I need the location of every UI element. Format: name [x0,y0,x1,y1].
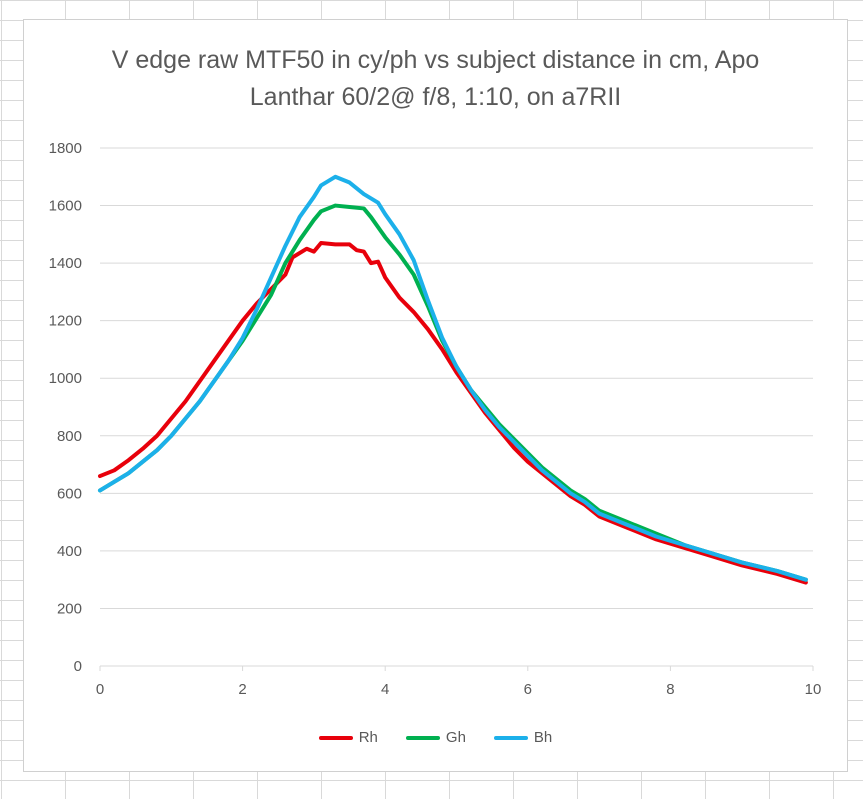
y-tick-label: 1400 [49,255,82,272]
legend-item-bh[interactable]: Bh [493,729,553,746]
series-line-rh[interactable] [98,240,808,585]
y-tick-label: 0 [74,658,82,675]
y-tick-label: 200 [57,600,82,617]
y-tick-label: 1200 [49,313,82,330]
legend-item-gh[interactable]: Gh [405,729,466,746]
y-tick-label: 400 [57,543,82,560]
axes: 0 200 400 600 800 1000 1200 1400 1600 1800 0 2 4 6 8 10 [49,140,822,698]
y-tick-label: 800 [57,428,82,445]
chart-area[interactable]: V edge raw MTF50 in cy/ph vs subject dis… [23,19,848,772]
legend-label: Gh [445,729,466,746]
gridlines [100,147,813,667]
y-tick-label: 1600 [49,198,82,215]
legend-label: Bh [533,729,553,746]
legend-swatch [318,735,353,740]
series-lines [98,174,808,585]
legend-item-rh[interactable]: Rh [318,729,378,746]
x-tick-label: 10 [805,681,822,698]
chart-title: V edge raw MTF50 in cy/ph vs subject dis… [111,46,760,111]
legend-label: Rh [358,729,378,746]
series-line-bh[interactable] [98,174,808,582]
x-tick-label: 8 [666,681,674,698]
plot-area: 0 200 400 600 800 1000 1200 1400 1600 1800 0 2 4 6 8 10 [49,140,822,698]
legend-swatch [493,735,528,740]
legend-swatch [405,735,440,740]
y-tick-label: 600 [57,485,82,502]
y-tick-label: 1000 [49,370,82,387]
x-tick-label: 2 [238,681,246,698]
x-tick-label: 6 [524,681,532,698]
legend: Rh Gh Bh [24,729,847,746]
x-tick-label: 0 [96,681,104,698]
y-tick-label: 1800 [49,140,82,157]
x-tick-label: 4 [381,681,389,698]
